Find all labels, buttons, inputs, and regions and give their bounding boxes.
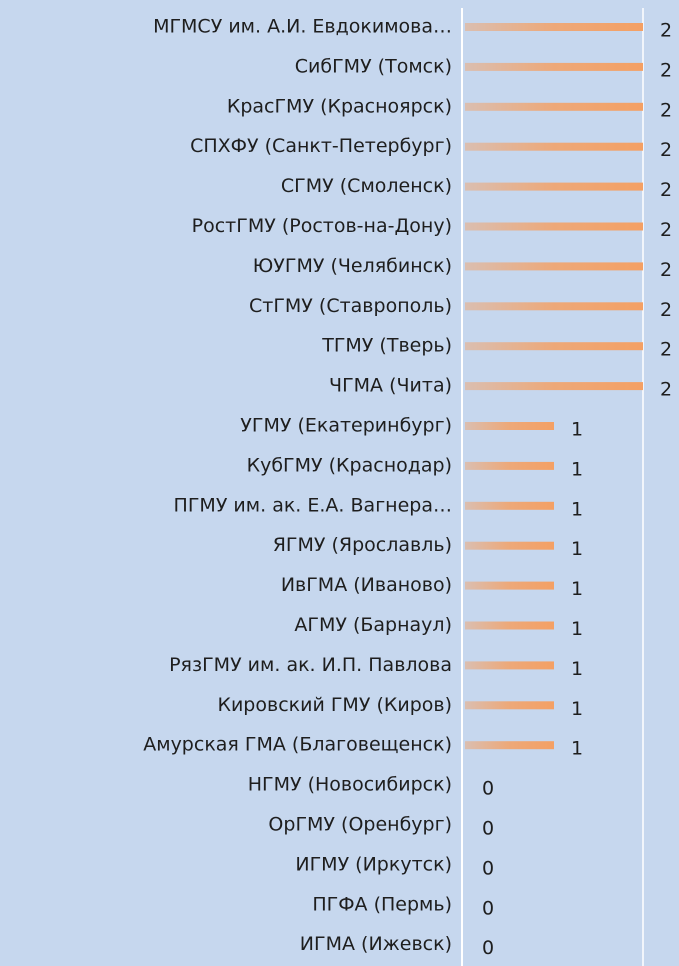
bar <box>465 581 554 590</box>
value-label: 0 <box>482 937 494 959</box>
category-label: Амурская ГМА (Благовещенск) <box>143 734 452 756</box>
category-label: СтГМУ (Ставрополь) <box>249 295 452 317</box>
bar <box>465 501 554 510</box>
value-label: 0 <box>482 818 494 840</box>
category-label: ТГМУ (Тверь) <box>321 335 452 357</box>
value-label: 0 <box>482 857 494 879</box>
category-label: СГМУ (Смоленск) <box>281 175 452 197</box>
bar <box>465 382 643 391</box>
value-label: 2 <box>660 339 672 361</box>
category-label: ЧГМА (Чита) <box>329 375 452 397</box>
value-label: 1 <box>571 698 583 720</box>
bar <box>465 222 643 231</box>
value-label: 2 <box>660 379 672 401</box>
bar <box>465 302 643 311</box>
value-label: 1 <box>571 458 583 480</box>
category-label: ИГМУ (Иркутск) <box>295 853 452 875</box>
bar <box>465 541 554 550</box>
category-label: ЯГМУ (Ярославль) <box>273 534 452 556</box>
bar <box>465 23 643 31</box>
value-label: 2 <box>660 20 672 42</box>
category-label: ОрГМУ (Оренбург) <box>268 814 452 836</box>
category-label: КрасГМУ (Красноярск) <box>227 95 452 117</box>
category-label: МГМСУ им. А.И. Евдокимова… <box>153 16 452 38</box>
category-label: АГМУ (Барнаул) <box>294 614 452 636</box>
value-label: 2 <box>660 59 672 81</box>
category-label: РязГМУ им. ак. И.П. Павлова <box>169 654 452 676</box>
bar <box>465 62 643 71</box>
category-label: ЮУГМУ (Челябинск) <box>253 255 452 277</box>
value-label: 2 <box>660 99 672 121</box>
bar <box>465 621 554 630</box>
bar <box>465 741 554 750</box>
bar <box>465 701 554 710</box>
value-label: 1 <box>571 578 583 600</box>
value-label: 0 <box>482 897 494 919</box>
category-label: ИГМА (Ижевск) <box>300 933 452 955</box>
category-label: Кировский ГМУ (Киров) <box>217 694 452 716</box>
bar <box>465 422 554 430</box>
value-label: 0 <box>482 778 494 800</box>
bar <box>465 661 554 670</box>
bar <box>465 142 643 151</box>
value-label: 1 <box>571 538 583 560</box>
category-label: КубГМУ (Краснодар) <box>247 454 452 476</box>
value-label: 1 <box>571 738 583 760</box>
value-label: 2 <box>660 219 672 241</box>
value-label: 2 <box>660 299 672 321</box>
value-label: 1 <box>571 658 583 680</box>
category-label: НГМУ (Новосибирск) <box>248 774 452 796</box>
category-label: ПГМУ им. ак. Е.А. Вагнера… <box>174 494 452 516</box>
bar <box>465 182 643 191</box>
bar <box>465 262 643 271</box>
value-label: 1 <box>571 498 583 520</box>
value-label: 2 <box>660 139 672 161</box>
category-label: РостГМУ (Ростов-на-Дону) <box>192 215 452 237</box>
value-label: 2 <box>660 179 672 201</box>
value-label: 1 <box>571 419 583 441</box>
category-label: СибГМУ (Томск) <box>295 55 452 77</box>
value-label: 1 <box>571 618 583 640</box>
bar <box>465 461 554 470</box>
category-label: ПГФА (Пермь) <box>312 893 452 915</box>
bar <box>465 342 643 351</box>
category-label: ИвГМА (Иваново) <box>281 574 452 596</box>
value-label: 2 <box>660 259 672 281</box>
bar <box>465 102 643 111</box>
category-label: СПХФУ (Санкт-Петербург) <box>190 135 452 157</box>
category-label: УГМУ (Екатеринбург) <box>240 415 452 437</box>
